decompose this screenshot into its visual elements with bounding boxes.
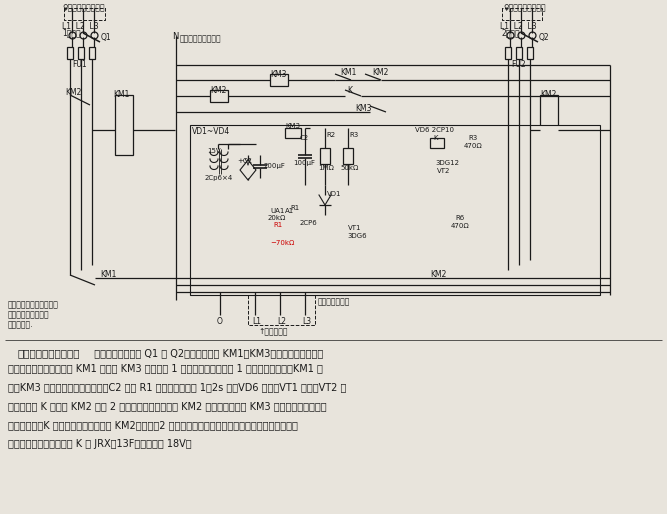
Bar xyxy=(527,47,533,59)
Text: 2CP6: 2CP6 xyxy=(300,220,317,226)
Text: L1  L2  L3: L1 L2 L3 xyxy=(62,22,99,31)
Text: L3: L3 xyxy=(302,317,311,326)
Text: 通，继电器 K 得电使 KM2 接通 2 号电源进行供电。同时 KM2 的常闭点又断开 KM3 电源，使之切断晶体: 通，继电器 K 得电使 KM2 接通 2 号电源进行供电。同时 KM2 的常闭点… xyxy=(8,401,327,411)
Text: UA1: UA1 xyxy=(270,208,284,214)
Text: 200μF: 200μF xyxy=(264,163,286,169)
Text: KM3: KM3 xyxy=(355,104,372,113)
Text: VT2: VT2 xyxy=(437,168,450,174)
Text: R3: R3 xyxy=(468,135,478,141)
Text: C2: C2 xyxy=(300,135,309,141)
Text: KM1: KM1 xyxy=(340,68,356,77)
Text: Q1: Q1 xyxy=(101,33,111,42)
Text: 15V: 15V xyxy=(207,148,221,154)
Text: 用电设备和延时电路。而 KM1 又断开 KM3 电源，使 1 号电源正常供电。若 1 号电源因故停电，KM1 失: 用电设备和延时电路。而 KM1 又断开 KM3 电源，使 1 号电源正常供电。若… xyxy=(8,363,323,373)
Text: KM2: KM2 xyxy=(540,90,556,99)
Text: ♀单相电源火线接法: ♀单相电源火线接法 xyxy=(503,3,546,12)
Bar xyxy=(285,128,301,138)
Text: VD1: VD1 xyxy=(327,191,342,197)
Text: 1MΩ: 1MΩ xyxy=(318,165,334,171)
Text: KM2: KM2 xyxy=(430,270,446,279)
Text: 3DG12: 3DG12 xyxy=(435,160,459,166)
Text: R2: R2 xyxy=(326,132,335,138)
Text: 管延时电路，K 的触点可时断开。但因 KM2已自锁，2 号电源仍正常供电。本电路适用于三相四线制低压: 管延时电路，K 的触点可时断开。但因 KM2已自锁，2 号电源仍正常供电。本电路… xyxy=(8,420,298,430)
Text: O: O xyxy=(217,317,223,326)
Bar xyxy=(270,74,288,86)
Text: 1号电源: 1号电源 xyxy=(62,28,81,37)
Text: 单相或三相电源零线: 单相或三相电源零线 xyxy=(180,34,221,43)
Text: R1: R1 xyxy=(273,222,282,228)
Text: VD6 2CP10: VD6 2CP10 xyxy=(415,127,454,133)
Text: KM2: KM2 xyxy=(210,86,226,95)
Text: −70kΩ: −70kΩ xyxy=(270,240,294,246)
Text: 双路三相电源自投电路: 双路三相电源自投电路 xyxy=(18,348,81,358)
Text: L1: L1 xyxy=(252,317,261,326)
Bar xyxy=(190,125,600,295)
Bar xyxy=(320,148,330,164)
Text: ♀单相电源火线接法: ♀单相电源火线接法 xyxy=(62,3,105,12)
Text: Q2: Q2 xyxy=(539,33,550,42)
Text: +C1: +C1 xyxy=(237,158,252,164)
Bar xyxy=(115,95,133,155)
Text: 电路工作时，合上 Q1 和 Q2，交流接触器 KM1、KM3同时得电，分别接通: 电路工作时，合上 Q1 和 Q2，交流接触器 KM1、KM3同时得电，分别接通 xyxy=(88,348,323,358)
Bar xyxy=(505,47,511,59)
Text: 100μF: 100μF xyxy=(293,160,315,166)
Text: 20kΩ: 20kΩ xyxy=(268,215,286,221)
Bar xyxy=(516,47,522,59)
Text: N: N xyxy=(172,32,178,41)
Text: FU2: FU2 xyxy=(512,60,526,69)
Text: VD1~VD4: VD1~VD4 xyxy=(192,127,230,136)
Text: 注：电源为单相电源时，
按虚线所示接法连接
电源和负载.: 注：电源为单相电源时， 按虚线所示接法连接 电源和负载. xyxy=(8,300,59,330)
Text: K: K xyxy=(347,86,352,95)
Text: KM1: KM1 xyxy=(113,90,129,99)
Bar xyxy=(67,47,73,59)
Bar xyxy=(210,90,228,102)
Text: R3: R3 xyxy=(349,132,358,138)
Text: 2号电源: 2号电源 xyxy=(502,28,521,37)
Text: KM3: KM3 xyxy=(270,70,287,79)
Text: 470Ω: 470Ω xyxy=(464,143,483,149)
Text: L2: L2 xyxy=(277,317,286,326)
Bar xyxy=(89,47,95,59)
Text: L1  L2  L3: L1 L2 L3 xyxy=(500,22,537,31)
Text: 470Ω: 470Ω xyxy=(451,223,470,229)
Text: FU1: FU1 xyxy=(73,60,87,69)
Text: K: K xyxy=(433,135,438,141)
Text: KM1: KM1 xyxy=(100,270,116,279)
Text: ↑接单相负载: ↑接单相负载 xyxy=(258,327,287,336)
Bar xyxy=(78,47,84,59)
Text: VT1: VT1 xyxy=(348,225,362,231)
Text: R1: R1 xyxy=(290,205,299,211)
Text: 由此接三相负载: 由此接三相负载 xyxy=(318,297,350,306)
Text: 50kΩ: 50kΩ xyxy=(340,165,358,171)
Text: KM2: KM2 xyxy=(372,68,388,77)
Text: KM3: KM3 xyxy=(285,123,300,129)
Text: R6: R6 xyxy=(455,215,464,221)
Text: KM2: KM2 xyxy=(65,88,81,97)
Bar xyxy=(343,148,353,164)
Bar xyxy=(540,95,558,155)
Bar xyxy=(430,138,444,148)
Text: 供电系统中。图中继电器 K 为 JRX－13F，工作电压 18V。: 供电系统中。图中继电器 K 为 JRX－13F，工作电压 18V。 xyxy=(8,439,191,449)
Text: 2Cp6×4: 2Cp6×4 xyxy=(205,175,233,181)
Text: 3DG6: 3DG6 xyxy=(347,233,367,239)
Text: 电，KM3 得电，将延时电路接通，C2 通过 R1 充电，延时开始 1～2s 后，VD6 导通，VT1 截止，VT2 导: 电，KM3 得电，将延时电路接通，C2 通过 R1 充电，延时开始 1～2s 后… xyxy=(8,382,346,392)
Text: A1: A1 xyxy=(285,208,294,214)
